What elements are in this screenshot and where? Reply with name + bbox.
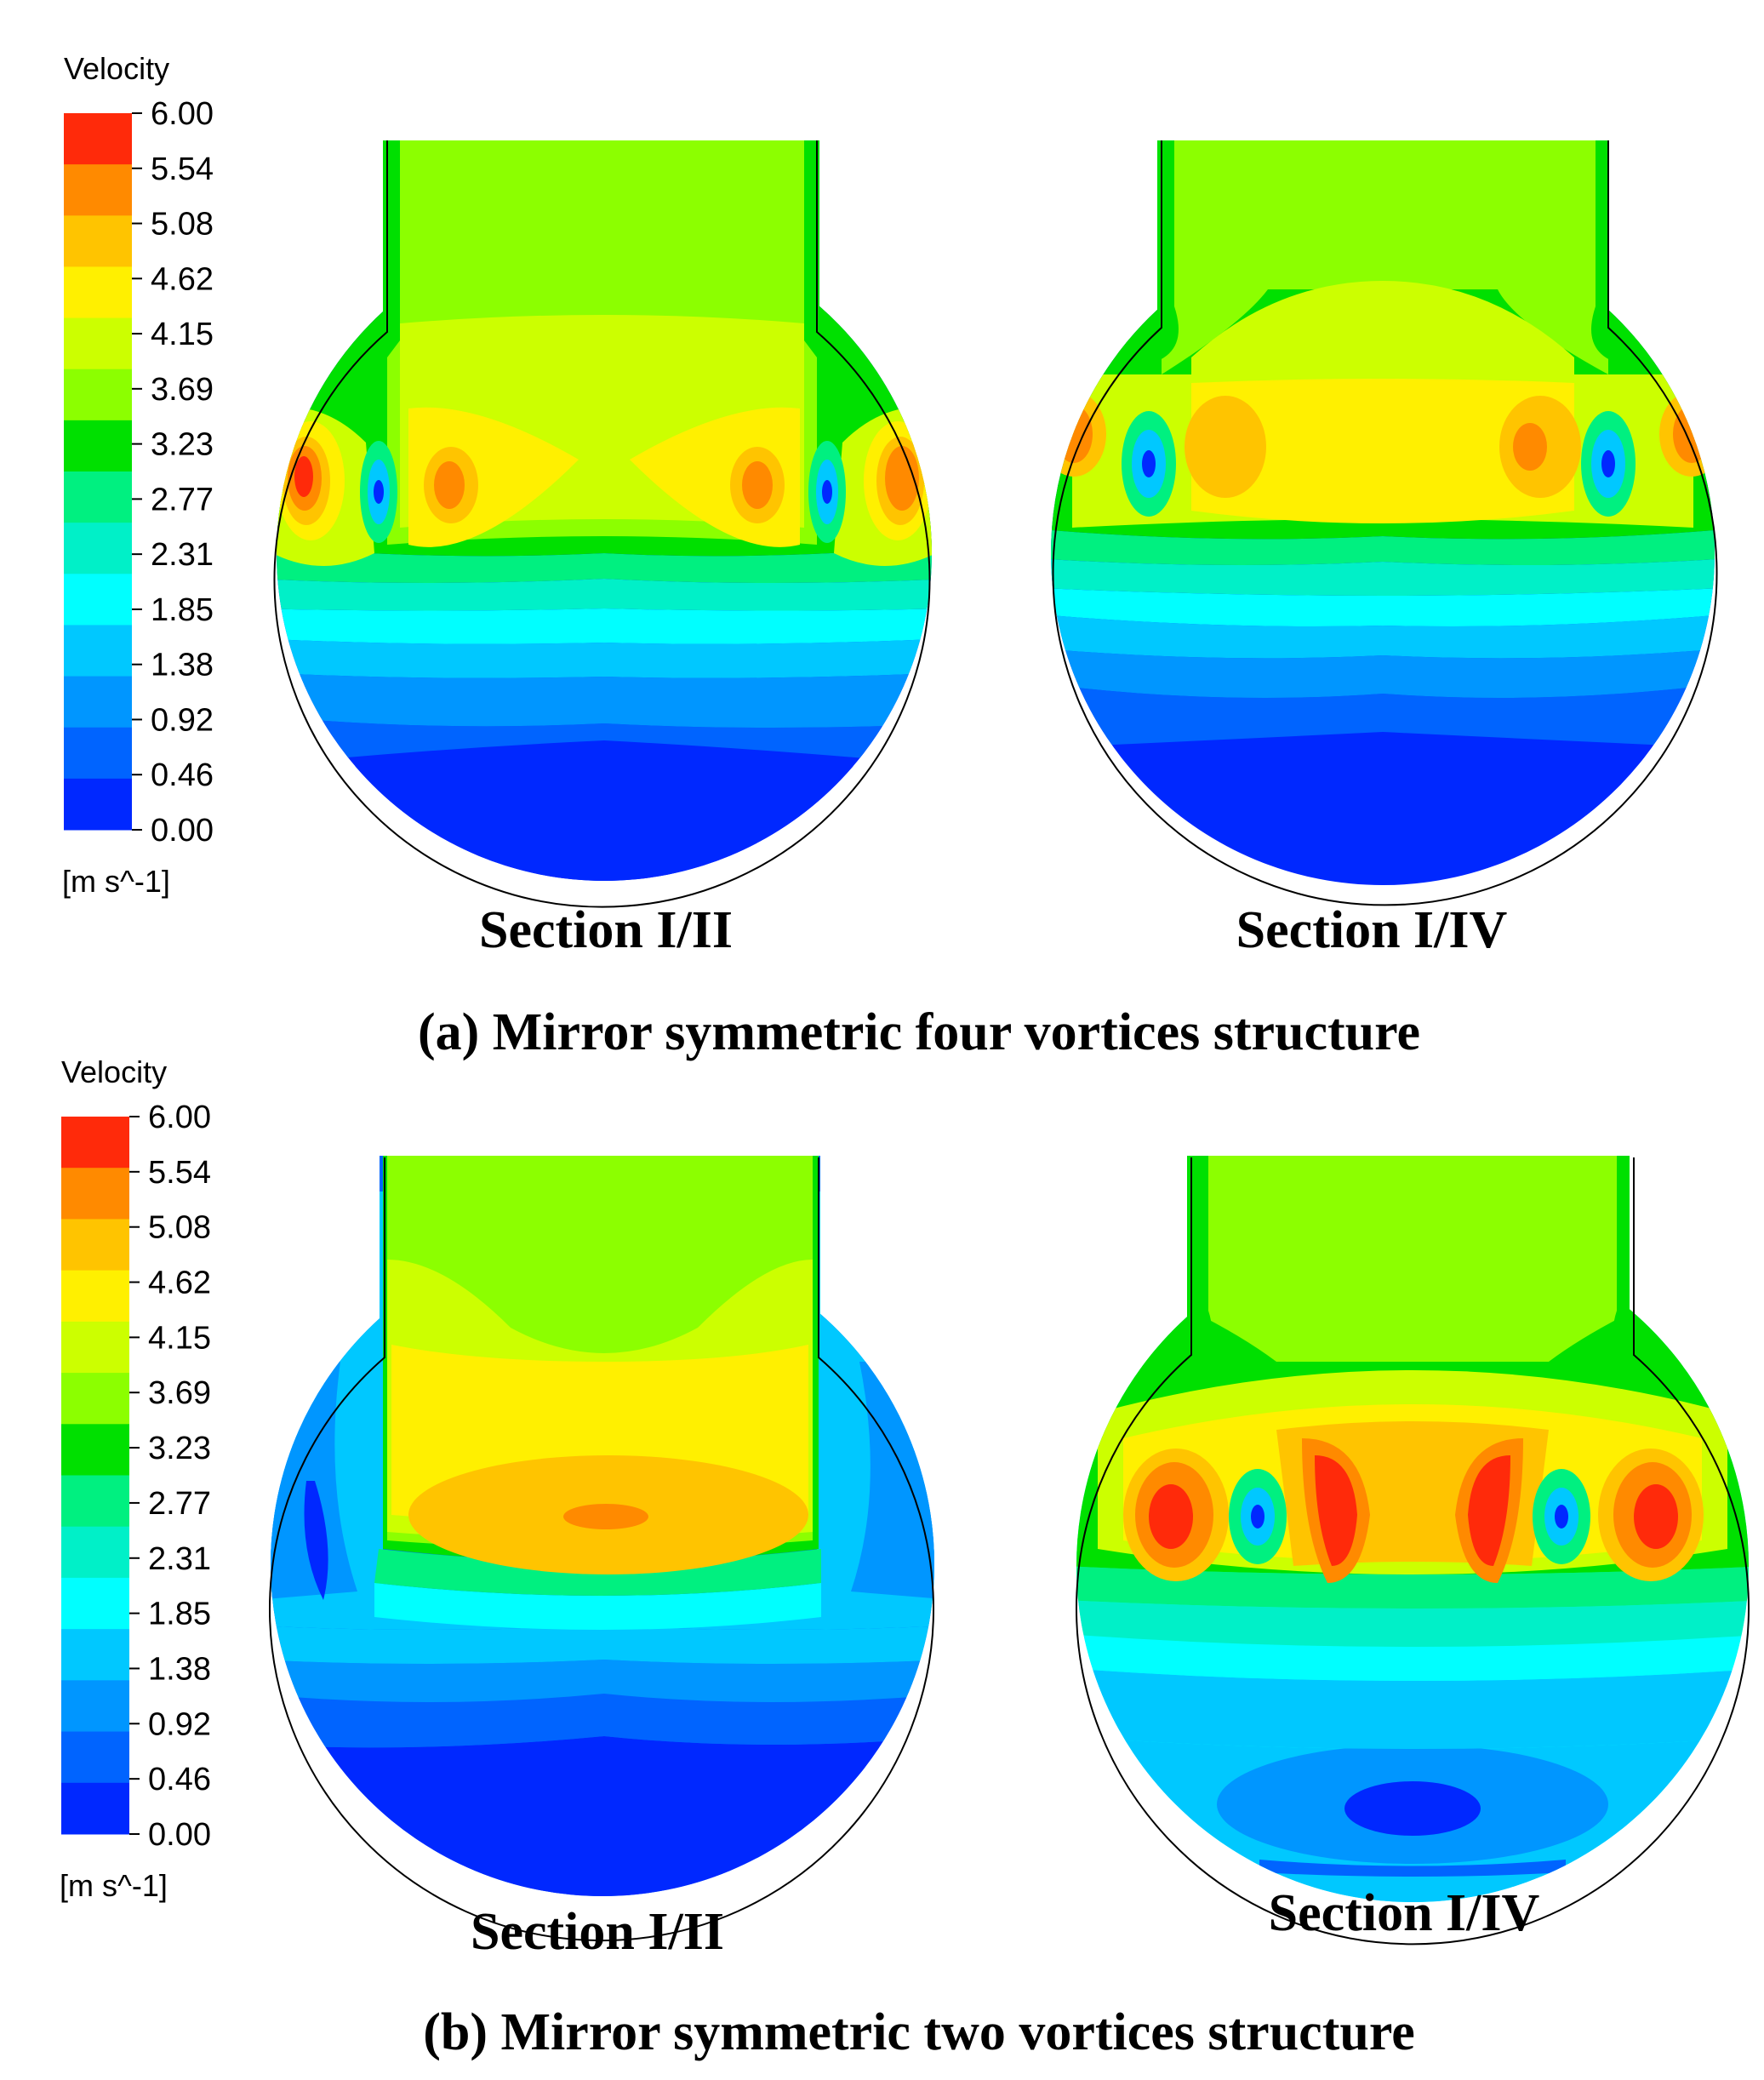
legend-tick-label: 0.92 [148, 1706, 211, 1742]
legend-swatch [64, 369, 132, 421]
legend-swatch [64, 471, 132, 523]
legend-tick-label: 1.38 [148, 1651, 211, 1687]
legend-swatch [61, 1168, 129, 1220]
legend-tick-label: 1.38 [151, 648, 214, 683]
legend-tick-label: 1.85 [148, 1597, 211, 1632]
legend-swatch [61, 1526, 129, 1579]
legend-swatch [64, 778, 132, 831]
legend-tick-label: 2.77 [151, 482, 214, 517]
section-outline-b2 [1076, 1157, 1750, 1946]
legend-tick-label: 3.69 [151, 372, 214, 408]
section-label-b1: Section I/II [471, 1903, 724, 1961]
legend-swatch [64, 625, 132, 677]
legend-swatch [61, 1782, 129, 1835]
contour-section-b1 [271, 1156, 934, 1896]
legend-tick-label: 5.08 [151, 207, 214, 243]
velocity-legend-b: Velocity 6.00 5.54 5.08 4.62 4.15 3.69 3.23 2.7… [60, 1054, 211, 1903]
legend-tick-label: 4.15 [148, 1320, 211, 1356]
legend-tick-label: 0.00 [151, 813, 214, 849]
legend-swatch [64, 676, 132, 729]
legend-swatch [61, 1731, 129, 1784]
legend-title-b: Velocity [61, 1054, 167, 1089]
caption-a: (a) Mirror symmetric four vortices struc… [418, 1003, 1420, 1061]
legend-tick-label: 2.77 [148, 1486, 211, 1522]
legend-swatch [61, 1475, 129, 1528]
legend-swatch [61, 1117, 129, 1169]
section-label-a2: Section I/IV [1236, 901, 1508, 959]
section-outline-a1 [273, 140, 931, 908]
section-outline-a2 [1052, 140, 1718, 906]
legend-colorbar-a [64, 113, 132, 831]
section-label-a1: Section I/II [479, 901, 733, 959]
legend-unit-a: [m s^-1] [62, 864, 170, 899]
contour-section-b2 [1076, 1156, 1749, 1902]
legend-ticks-a: 6.00 5.54 5.08 4.62 4.15 3.69 3.23 2.77 2.31 1.85… [132, 96, 214, 849]
legend-swatch [64, 727, 132, 780]
contour-section-a2 [1051, 140, 1715, 885]
legend-tick-label: 4.62 [151, 261, 214, 297]
legend-tick-label: 4.62 [148, 1266, 211, 1301]
legend-tick-label: 2.31 [151, 537, 214, 573]
legend-swatch [61, 1219, 129, 1271]
legend-tick-label: 1.85 [151, 592, 214, 628]
legend-tick-label: 0.00 [148, 1817, 211, 1853]
legend-swatch [64, 164, 132, 216]
legend-swatch [61, 1373, 129, 1425]
legend-swatch [64, 420, 132, 472]
legend-tick-label: 3.69 [148, 1375, 211, 1411]
legend-tick-label: 4.15 [151, 317, 214, 352]
legend-swatch [61, 1629, 129, 1681]
legend-tick-label: 3.23 [151, 427, 214, 463]
legend-swatch [61, 1270, 129, 1323]
contour-section-a1 [277, 140, 932, 881]
legend-tick-label: 6.00 [151, 96, 214, 132]
section-label-b2: Section I/IV [1269, 1884, 1540, 1942]
legend-tick-label: 3.23 [148, 1431, 211, 1466]
legend-tick-label: 5.08 [148, 1210, 211, 1246]
legend-swatch [64, 215, 132, 267]
panel-b: Velocity 6.00 5.54 5.08 4.62 4.15 3.69 3.23 2.7… [60, 1054, 1750, 2061]
legend-swatch [64, 574, 132, 626]
legend-tick-label: 0.46 [148, 1762, 211, 1797]
legend-tick-label: 6.00 [148, 1100, 211, 1135]
legend-swatch [61, 1424, 129, 1476]
legend-tick-label: 0.46 [151, 757, 214, 793]
legend-tick-label: 5.54 [151, 151, 214, 187]
legend-unit-b: [m s^-1] [60, 1868, 168, 1903]
legend-colorbar-b [61, 1117, 129, 1835]
legend-swatch [64, 523, 132, 574]
legend-tick-label: 5.54 [148, 1155, 211, 1191]
panel-a: Velocity 6.00 5.54 5.08 4.62 4.15 3.69 3.23 2.7… [62, 51, 1718, 1061]
legend-swatch [61, 1680, 129, 1733]
legend-swatch [64, 266, 132, 319]
velocity-legend-a: Velocity 6.00 5.54 5.08 4.62 4.15 3.69 3.23 2.7… [62, 51, 214, 899]
section-outline-b1 [269, 1157, 934, 1942]
legend-ticks-b: 6.00 5.54 5.08 4.62 4.15 3.69 3.23 2.77 2.31 1.85… [129, 1100, 211, 1853]
legend-swatch [64, 317, 132, 370]
legend-swatch [61, 1321, 129, 1374]
caption-b: (b) Mirror symmetric two vortices struct… [423, 2003, 1415, 2061]
legend-swatch [64, 113, 132, 165]
legend-swatch [61, 1577, 129, 1630]
legend-tick-label: 0.92 [151, 702, 214, 738]
legend-title-a: Velocity [64, 51, 169, 86]
legend-tick-label: 2.31 [148, 1541, 211, 1577]
